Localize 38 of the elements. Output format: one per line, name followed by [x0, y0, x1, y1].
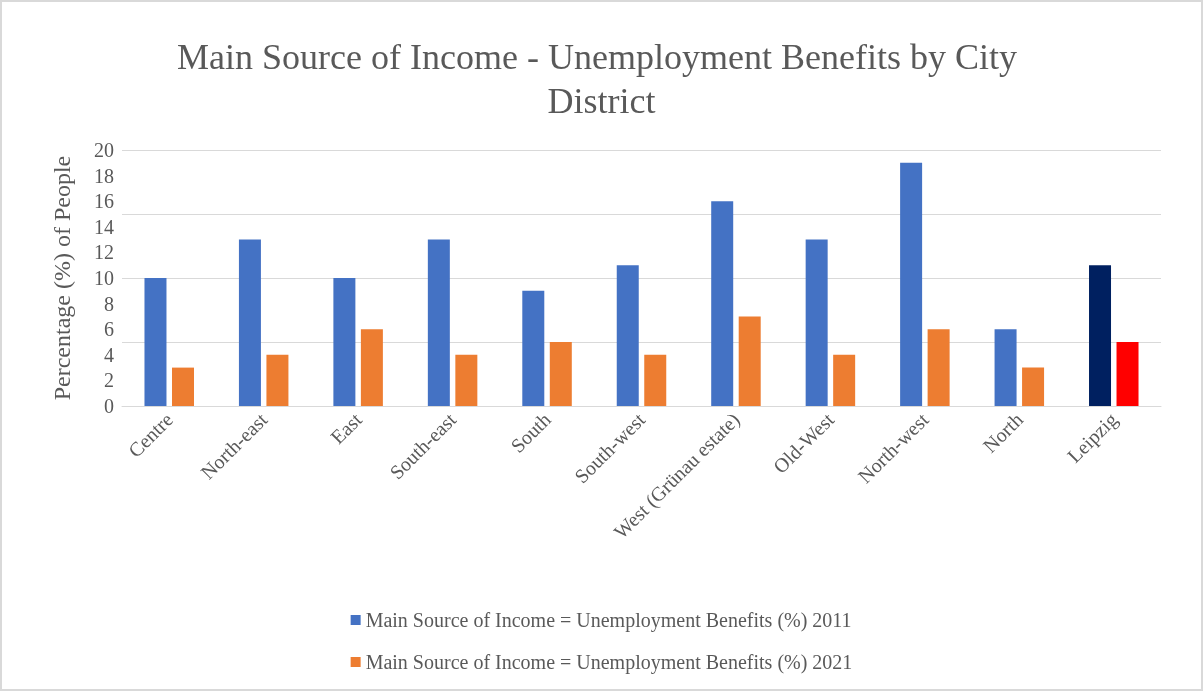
bar — [360, 329, 383, 406]
y-tick-label: 2 — [104, 369, 114, 392]
bar — [522, 290, 545, 406]
bar — [1089, 265, 1112, 406]
y-tick-label: 10 — [94, 267, 114, 289]
bar — [738, 316, 761, 406]
bar — [455, 354, 478, 406]
bar — [171, 367, 194, 406]
bar — [994, 329, 1017, 406]
y-axis-title: Percentage (%) of People — [49, 155, 75, 401]
bar — [805, 239, 828, 406]
legend-label: Main Source of Income = Unemployment Benefits (%) 2021 — [365, 651, 853, 674]
bar — [333, 278, 356, 406]
bar — [144, 278, 167, 406]
y-tick-label: 20 — [94, 139, 114, 161]
bar — [266, 354, 289, 406]
bar — [927, 329, 950, 406]
y-tick-label: 4 — [104, 343, 114, 366]
bar — [1116, 342, 1139, 406]
bar — [711, 201, 734, 406]
chart-title: Main Source of Income - Unemployment Benefits by City District — [177, 37, 1026, 121]
y-tick-label: 8 — [104, 292, 114, 315]
bar — [616, 265, 639, 406]
bar — [427, 239, 450, 406]
y-tick-label: 12 — [94, 241, 114, 264]
bar — [900, 162, 923, 406]
y-tick-label: 14 — [94, 215, 114, 238]
bar — [833, 354, 856, 406]
y-tick-label: 0 — [104, 395, 114, 417]
bar — [238, 239, 261, 406]
bar — [549, 342, 572, 406]
bar — [1022, 367, 1045, 406]
y-tick-label: 6 — [104, 318, 114, 341]
y-tick-label: 18 — [94, 164, 114, 187]
bar — [644, 354, 667, 406]
legend-label: Main Source of Income = Unemployment Benefits (%) 2011 — [365, 609, 852, 632]
y-tick-label: 16 — [94, 190, 114, 213]
x-tick-label: East — [326, 407, 367, 449]
